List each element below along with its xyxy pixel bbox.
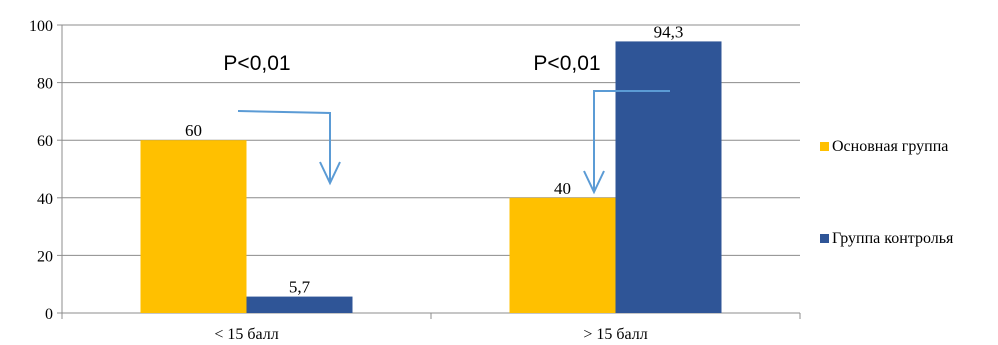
data-label-series1-cat0: 5,7 bbox=[289, 278, 311, 297]
legend-swatch-control-group bbox=[820, 234, 829, 243]
y-tick-label-40: 40 bbox=[37, 191, 53, 208]
annotation-p-value-2: P<0,01 bbox=[533, 52, 600, 75]
x-tick-label-1: > 15 балл bbox=[583, 326, 647, 343]
legend-swatch-main-group bbox=[820, 142, 829, 151]
bar-series0-cat1 bbox=[509, 197, 616, 313]
legend: Основная группа Группа контролья bbox=[820, 138, 954, 247]
data-label-series0-cat0: 60 bbox=[185, 121, 202, 140]
bar-series1-cat1 bbox=[615, 41, 722, 313]
bar-series1-cat0 bbox=[246, 296, 353, 313]
legend-label-control-group: Группа контролья bbox=[832, 230, 954, 247]
x-tick-label-0: < 15 балл bbox=[214, 326, 278, 343]
y-tick-label-80: 80 bbox=[37, 76, 53, 93]
arrow-2-head bbox=[583, 170, 605, 195]
y-tick-label-100: 100 bbox=[29, 18, 53, 35]
data-label-series1-cat1: 94,3 bbox=[654, 22, 684, 41]
y-tick-label-60: 60 bbox=[37, 133, 53, 150]
annotation-p-value-1: P<0,01 bbox=[223, 52, 290, 75]
tick-labels: 0 20 40 60 80 100 < 15 балл > 15 балл bbox=[29, 18, 648, 343]
annotation-arrows bbox=[237, 90, 670, 195]
arrow-1-line bbox=[237, 110, 331, 183]
bars bbox=[140, 41, 722, 313]
arrow-2-line bbox=[593, 90, 670, 192]
legend-label-main-group: Основная группа bbox=[832, 138, 948, 155]
data-labels: 60 5,7 40 94,3 bbox=[185, 22, 683, 296]
y-tick-label-20: 20 bbox=[37, 248, 53, 265]
arrow-1-head bbox=[319, 161, 341, 186]
y-tick-label-0: 0 bbox=[45, 306, 53, 323]
data-label-series0-cat1: 40 bbox=[554, 179, 571, 198]
bar-series0-cat0 bbox=[140, 140, 247, 313]
